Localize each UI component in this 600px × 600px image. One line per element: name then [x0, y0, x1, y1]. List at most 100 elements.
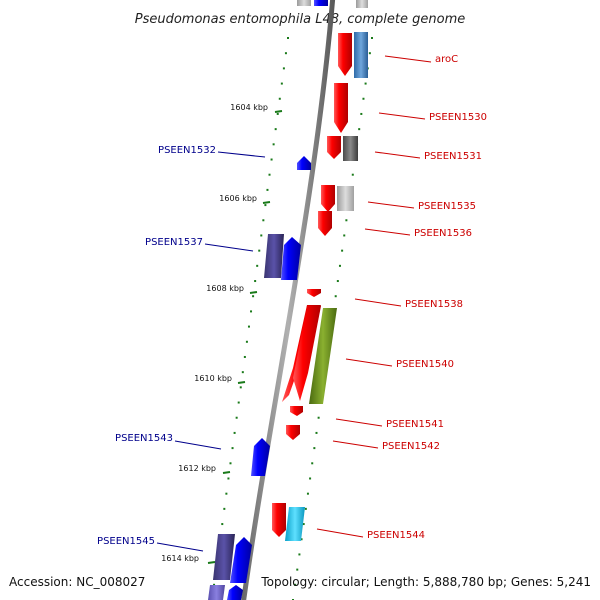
gene-label[interactable]: PSEEN1542 — [382, 441, 440, 452]
feature-arrow[interactable] — [338, 33, 352, 76]
feature-arrow[interactable] — [230, 537, 252, 583]
scale-tick — [213, 583, 216, 586]
feature-arrow[interactable] — [272, 503, 286, 537]
scale-tick — [229, 462, 232, 465]
feature-arrow[interactable] — [321, 185, 335, 212]
gene-label[interactable]: aroC — [435, 54, 458, 65]
gene-label[interactable]: PSEEN1541 — [386, 419, 444, 430]
feature-block[interactable] — [285, 507, 305, 541]
scale-tick — [276, 112, 279, 115]
gene-leader-line — [364, 228, 411, 236]
gene-leader-line — [174, 440, 222, 450]
gene-label[interactable]: PSEEN1531 — [424, 151, 482, 162]
scale-tick — [245, 340, 248, 343]
scale-tick — [298, 553, 301, 556]
feature-block[interactable] — [354, 32, 368, 78]
forward-gene-labels: aroC PSEEN1530 PSEEN1531 PSEEN1535 PSEEN1536… — [316, 54, 487, 541]
gene-label[interactable]: PSEEN1537 — [145, 237, 203, 248]
scale-tick — [278, 97, 281, 100]
scale-tick — [237, 401, 240, 404]
gene-label[interactable]: PSEEN1536 — [414, 228, 472, 239]
feature-block[interactable] — [343, 136, 358, 161]
gene-label[interactable]: PSEEN1540 — [396, 359, 454, 370]
scale-tick — [311, 462, 314, 465]
major-tick — [262, 201, 271, 204]
feature-arrow[interactable] — [334, 83, 348, 133]
feature-block[interactable] — [264, 234, 284, 278]
scale-tick — [334, 295, 337, 298]
scale-tick — [282, 67, 285, 70]
scale-tick — [243, 355, 246, 358]
gene-leader-line — [354, 298, 402, 307]
scale-tick — [247, 325, 250, 328]
scale-tick — [250, 310, 253, 313]
gene-leader-line — [378, 112, 426, 120]
gene-label[interactable]: PSEEN1543 — [115, 433, 173, 444]
genome-summary-text: Topology: circular; Length: 5,888,780 bp… — [260, 575, 591, 589]
reverse-features — [208, 0, 328, 600]
gene-leader-line — [217, 151, 266, 158]
feature-block[interactable] — [309, 308, 337, 404]
feature-arrow[interactable] — [297, 156, 311, 170]
scale-tick — [315, 431, 318, 434]
scale-tick — [358, 128, 361, 131]
scale-tick — [345, 219, 348, 222]
kbp-label: 1614 kbp — [161, 554, 199, 563]
scale-tick — [262, 219, 265, 222]
scale-tick — [241, 371, 244, 374]
feature-block[interactable] — [337, 186, 354, 211]
gene-label[interactable]: PSEEN1530 — [429, 112, 487, 123]
genome-backbone — [241, 0, 336, 600]
feature-arrow[interactable] — [227, 585, 243, 600]
feature-block[interactable] — [213, 534, 235, 580]
feature-arrow[interactable] — [293, 306, 321, 401]
feature-block[interactable] — [356, 0, 368, 8]
scale-tick — [264, 204, 267, 207]
scale-tick — [258, 249, 261, 252]
major-tick — [237, 381, 246, 384]
feature-arrow[interactable] — [281, 237, 301, 280]
scale-tick — [300, 538, 303, 541]
gene-label[interactable]: PSEEN1535 — [418, 201, 476, 212]
feature-arrow[interactable] — [251, 438, 270, 476]
gene-leader-line — [335, 418, 383, 427]
major-tick — [249, 291, 258, 294]
scale-tick — [260, 234, 263, 237]
gene-label[interactable]: PSEEN1532 — [158, 145, 216, 156]
scale-tick — [341, 249, 344, 252]
scale-tick — [233, 431, 236, 434]
feature-block[interactable] — [208, 585, 225, 600]
scale-tick — [239, 386, 242, 389]
gene-leader-line — [374, 151, 421, 159]
gene-leader-line — [345, 358, 393, 367]
feature-block[interactable] — [297, 0, 311, 6]
scale-tick — [338, 264, 341, 267]
scale-tick — [227, 477, 230, 480]
gene-label[interactable]: PSEEN1545 — [97, 536, 155, 547]
scale-tick — [272, 143, 275, 146]
gene-leader-line — [332, 440, 379, 449]
gene-label[interactable]: PSEEN1544 — [367, 530, 425, 541]
scale-tick — [266, 188, 269, 191]
scale-tick — [280, 82, 283, 85]
scale-tick — [343, 234, 346, 237]
feature-arrow[interactable] — [307, 289, 321, 297]
scale-tick — [364, 82, 367, 85]
feature-arrow[interactable] — [318, 211, 332, 236]
feature-block[interactable] — [314, 0, 328, 6]
feature-arrow[interactable] — [327, 136, 341, 159]
scale-tick — [274, 128, 277, 131]
scale-tick — [362, 97, 365, 100]
kbp-label: 1610 kbp — [194, 374, 232, 383]
gene-label[interactable]: PSEEN1538 — [405, 299, 463, 310]
feature-arrow[interactable] — [290, 406, 303, 416]
kbp-label: 1612 kbp — [178, 464, 216, 473]
scale-tick — [235, 416, 238, 419]
scale-tick — [317, 416, 320, 419]
feature-arrow[interactable] — [286, 425, 300, 440]
reverse-gene-labels: PSEEN1532 PSEEN1537 PSEEN1543 PSEEN1545 — [97, 145, 266, 552]
scale-tick — [336, 280, 339, 283]
map-title: Pseudomonas entomophila L48, complete ge… — [135, 12, 466, 27]
scale-tick — [284, 52, 287, 55]
